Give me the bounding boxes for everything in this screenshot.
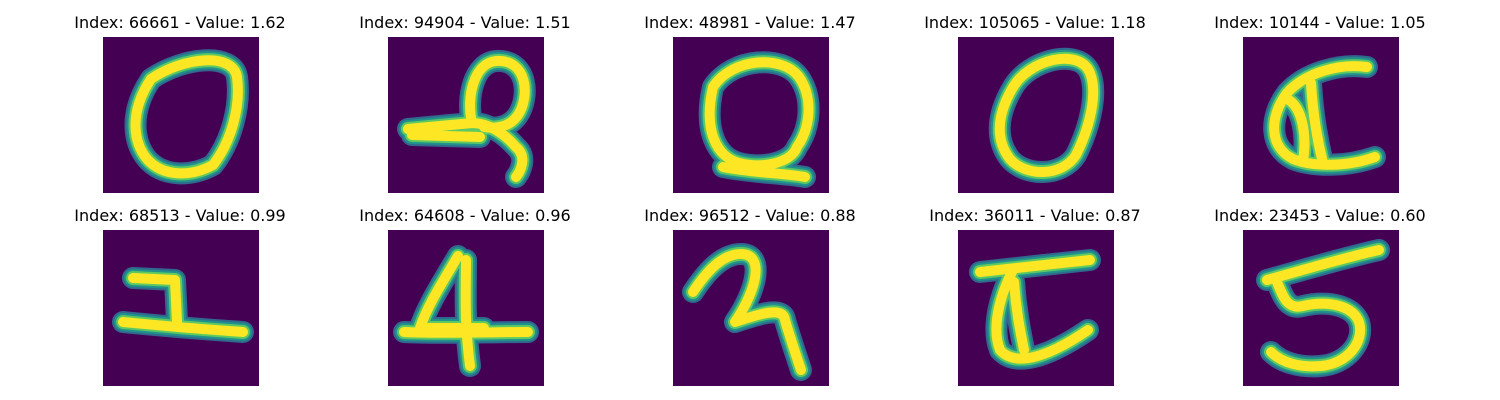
digit-svg: [673, 230, 829, 386]
digit-svg: [388, 230, 544, 386]
digit-strokes: [698, 51, 820, 188]
digit-strokes: [969, 249, 1101, 370]
digit-image: [958, 37, 1114, 193]
panel-title: Index: 66661 - Value: 1.62: [74, 13, 286, 32]
panel-1: Index: 66661 - Value: 1.62: [40, 0, 320, 200]
digit-svg: [103, 37, 259, 193]
digit-svg: [958, 230, 1114, 386]
panel-6: Index: 68513 - Value: 0.99: [40, 193, 320, 393]
digit-svg: [103, 230, 259, 386]
digit-svg: [388, 37, 544, 193]
digit-strokes: [397, 50, 536, 188]
panel-title: Index: 94904 - Value: 1.51: [359, 13, 571, 32]
panel-7: Index: 64608 - Value: 0.96: [325, 193, 605, 393]
digit-svg: [1243, 37, 1399, 193]
digit-image: [673, 37, 829, 193]
panel-3: Index: 48981 - Value: 1.47: [610, 0, 890, 200]
digit-image: [1243, 230, 1399, 386]
panel-5: Index: 10144 - Value: 1.05: [1180, 0, 1460, 200]
digit-image: [103, 230, 259, 386]
digit-strokes: [988, 47, 1105, 183]
panel-title: Index: 105065 - Value: 1.18: [924, 13, 1146, 32]
digit-strokes: [1256, 239, 1390, 378]
digit-image: [673, 230, 829, 386]
digit-image: [958, 230, 1114, 386]
digit-strokes: [393, 245, 539, 377]
digit-image: [388, 230, 544, 386]
panel-9: Index: 36011 - Value: 0.87: [895, 193, 1175, 393]
digit-strokes: [112, 267, 254, 343]
panel-4: Index: 105065 - Value: 1.18: [895, 0, 1175, 200]
panel-8: Index: 96512 - Value: 0.88: [610, 193, 890, 393]
panel-title: Index: 36011 - Value: 0.87: [929, 206, 1141, 225]
digit-strokes: [124, 49, 249, 185]
digit-svg: [1243, 230, 1399, 386]
panel-2: Index: 94904 - Value: 1.51: [325, 0, 605, 200]
digit-strokes: [1263, 55, 1386, 176]
panel-10: Index: 23453 - Value: 0.60: [1180, 193, 1460, 393]
panel-title: Index: 48981 - Value: 1.47: [644, 13, 856, 32]
panel-title: Index: 64608 - Value: 0.96: [359, 206, 571, 225]
digit-strokes: [682, 243, 812, 381]
digit-image: [1243, 37, 1399, 193]
panel-title: Index: 68513 - Value: 0.99: [74, 206, 286, 225]
digit-image: [388, 37, 544, 193]
panel-title: Index: 10144 - Value: 1.05: [1214, 13, 1426, 32]
panel-title: Index: 23453 - Value: 0.60: [1214, 206, 1426, 225]
digit-svg: [958, 37, 1114, 193]
digit-image: [103, 37, 259, 193]
panel-title: Index: 96512 - Value: 0.88: [644, 206, 856, 225]
digit-svg: [673, 37, 829, 193]
